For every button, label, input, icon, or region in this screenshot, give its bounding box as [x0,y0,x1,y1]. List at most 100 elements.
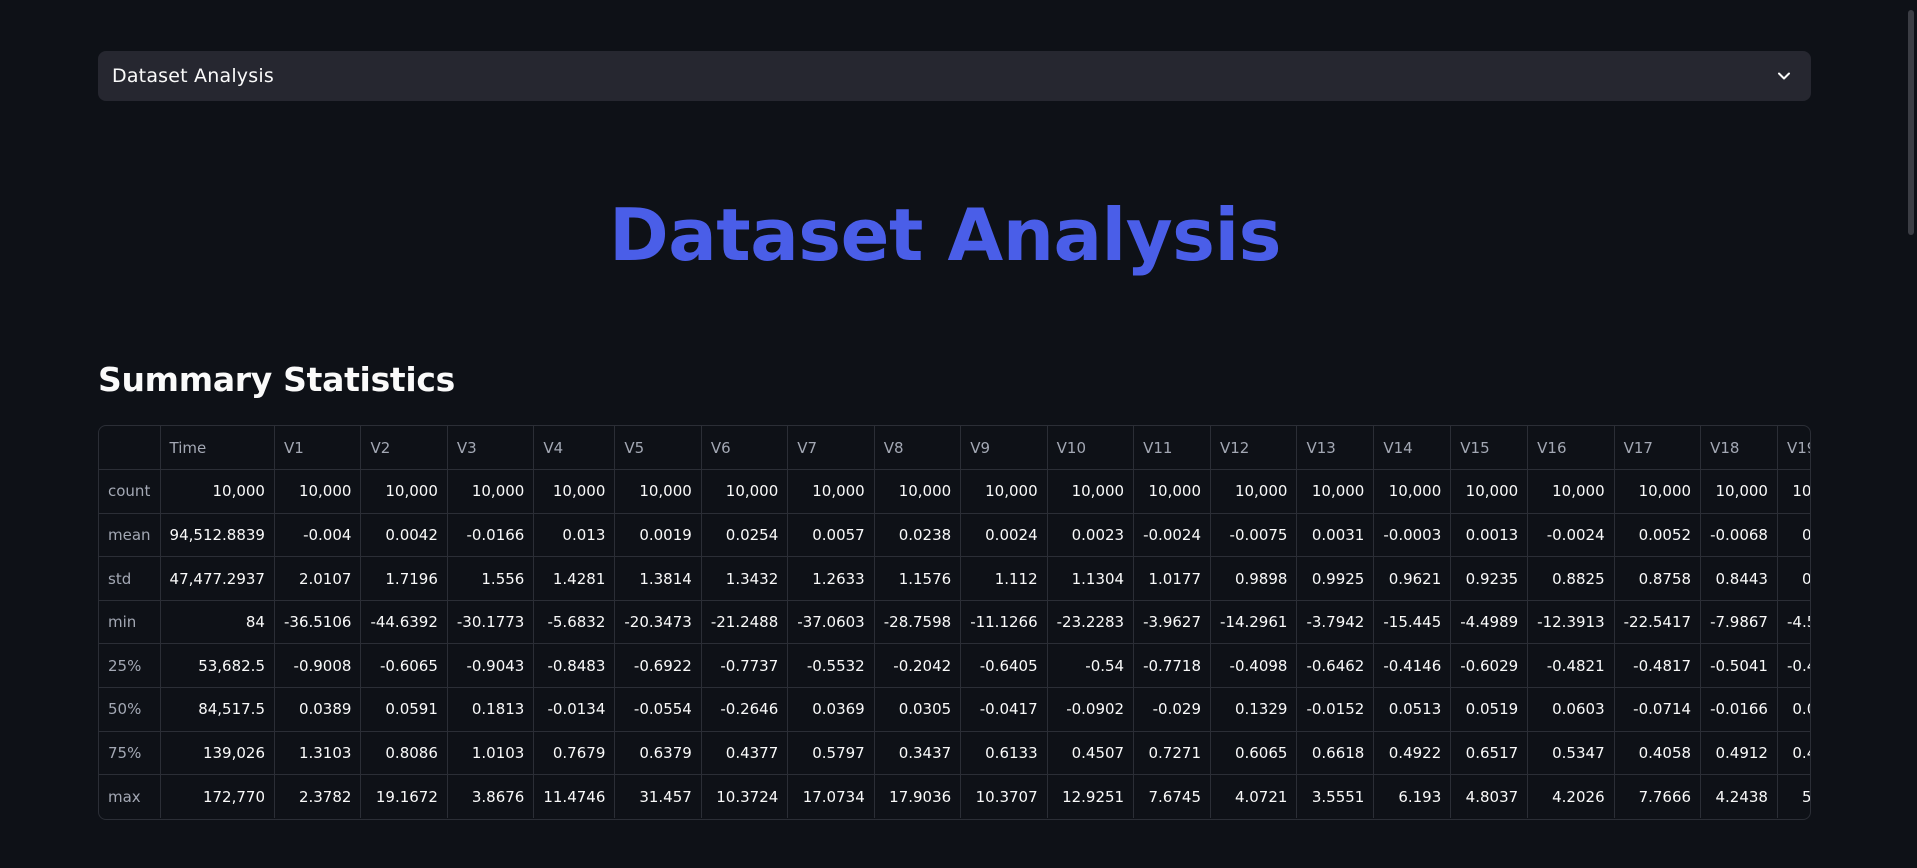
table-cell[interactable]: 0.0109 [1777,687,1810,732]
table-cell[interactable]: -0.4821 [1527,643,1615,689]
table-cell[interactable]: -0.7718 [1133,643,1211,689]
table-cell[interactable]: 0.9898 [1210,556,1298,601]
table-cell[interactable]: -0.0003 [1373,513,1452,558]
table-cell[interactable]: 10,000 [274,469,362,514]
table-cell[interactable]: 4.8037 [1450,774,1529,819]
column-header[interactable]: V5 [614,426,702,471]
table-cell[interactable]: 0.0031 [1296,513,1375,558]
table-cell[interactable]: -0.0166 [1700,687,1778,732]
table-cell[interactable]: -0.0902 [1047,687,1135,732]
column-header[interactable]: V17 [1614,426,1702,471]
table-cell[interactable]: -0.9008 [274,643,362,689]
table-cell[interactable]: 0.1329 [1210,687,1298,732]
table-cell[interactable]: 0.3437 [874,731,962,776]
table-cell[interactable]: 10,000 [360,469,448,514]
summary-statistics-table[interactable]: Time V1 V2 V3 V4 V5 V6 V7 V8 V9 V10 V11 V12 V13 V14 V15… [98,425,1811,820]
table-cell[interactable]: -0.9043 [447,643,535,689]
table-cell[interactable]: 1.0103 [447,731,535,776]
table-cell[interactable]: -0.54 [1047,643,1135,689]
table-cell[interactable]: 10,000 [447,469,535,514]
table-cell[interactable]: 10,000 [874,469,962,514]
table-cell[interactable]: 1.2633 [787,556,875,601]
table-cell[interactable]: -3.9627 [1133,600,1211,645]
table-cell[interactable]: 0.0389 [274,687,362,732]
table-cell[interactable]: 10,000 [1047,469,1135,514]
table-cell[interactable]: -0.6029 [1450,643,1529,689]
table-cell[interactable]: -0.5532 [787,643,875,689]
table-cell[interactable]: 17.9036 [874,774,962,819]
table-cell[interactable]: -15.445 [1373,600,1452,645]
table-cell[interactable]: 1.7196 [360,556,448,601]
table-cell[interactable]: -7.9867 [1700,600,1778,645]
table-cell[interactable]: 10,000 [701,469,789,514]
table-cell[interactable]: 94,512.8839 [160,513,275,558]
column-header[interactable]: V8 [874,426,962,471]
table-cell[interactable]: 0.8443 [1700,556,1778,601]
table-cell[interactable]: 10,000 [533,469,616,514]
table-cell[interactable]: -37.0603 [787,600,875,645]
table-cell[interactable]: 0.0513 [1373,687,1452,732]
column-header[interactable]: V16 [1527,426,1615,471]
table-cell[interactable]: 10,000 [1700,469,1778,514]
table-cell[interactable]: -0.6922 [614,643,702,689]
column-header[interactable]: V7 [787,426,875,471]
table-cell[interactable]: 0.0603 [1527,687,1615,732]
table-cell[interactable]: 10.3724 [701,774,789,819]
table-cell[interactable]: 0.0019 [614,513,702,558]
table-cell[interactable]: -0.8483 [533,643,616,689]
table-cell[interactable]: -0.7737 [701,643,789,689]
table-cell[interactable]: 0.6517 [1450,731,1529,776]
table-cell[interactable]: -0.4098 [1210,643,1298,689]
table-cell[interactable]: 10,000 [787,469,875,514]
table-cell[interactable]: 10,000 [1450,469,1529,514]
table-cell[interactable]: -0.0134 [533,687,616,732]
table-cell[interactable]: -0.0166 [447,513,535,558]
table-cell[interactable]: 0.4912 [1700,731,1778,776]
table-cell[interactable]: 7.6745 [1133,774,1211,819]
table-cell[interactable]: 1.112 [960,556,1048,601]
column-header[interactable]: V18 [1700,426,1778,471]
table-cell[interactable]: -0.0152 [1296,687,1375,732]
table-cell[interactable]: -30.1773 [447,600,535,645]
table-cell[interactable]: 0.0057 [787,513,875,558]
table-cell[interactable]: 10.3707 [960,774,1048,819]
table-cell[interactable]: 0.0042 [360,513,448,558]
table-cell[interactable]: 0.0519 [1450,687,1529,732]
column-header[interactable]: V2 [360,426,448,471]
table-cell[interactable]: 2.3782 [274,774,362,819]
table-cell[interactable]: -20.3473 [614,600,702,645]
column-header[interactable]: V13 [1296,426,1375,471]
table-cell[interactable]: 2.0107 [274,556,362,601]
table-cell[interactable]: 0.4507 [1047,731,1135,776]
table-cell[interactable]: 3.5551 [1296,774,1375,819]
table-cell[interactable]: 0.1813 [447,687,535,732]
table-cell[interactable]: -0.004 [274,513,362,558]
table-cell[interactable]: -21.2488 [701,600,789,645]
table-cell[interactable]: -0.4146 [1373,643,1452,689]
table-cell[interactable]: -0.029 [1133,687,1211,732]
table-cell[interactable]: 10,000 [1296,469,1375,514]
table-cell[interactable]: -36.5106 [274,600,362,645]
table-cell[interactable]: 10,000 [1373,469,1452,514]
table-cell[interactable]: 0.0013 [1450,513,1529,558]
table-cell[interactable]: -22.5417 [1614,600,1702,645]
table-cell[interactable]: 1.1304 [1047,556,1135,601]
table-cell[interactable]: 5.592 [1777,774,1810,819]
table-cell[interactable]: 1.556 [447,556,535,601]
table-cell[interactable]: -0.0024 [1133,513,1211,558]
table-cell[interactable]: 10,000 [160,469,275,514]
table-cell[interactable]: 1.3432 [701,556,789,601]
table-cell[interactable]: -0.4817 [1614,643,1702,689]
table-cell[interactable]: 1.4281 [533,556,616,601]
table-cell[interactable]: 139,026 [160,731,275,776]
table-cell[interactable]: -5.6832 [533,600,616,645]
table-cell[interactable]: 0.6379 [614,731,702,776]
table-cell[interactable]: 10,000 [1527,469,1615,514]
table-cell[interactable]: 0.0591 [360,687,448,732]
table-cell[interactable]: -0.0075 [1210,513,1298,558]
page-scrollbar[interactable] [1903,0,1917,868]
table-cell[interactable]: -23.2283 [1047,600,1135,645]
table-cell[interactable]: -4.4989 [1450,600,1529,645]
table-cell[interactable]: 0.6133 [960,731,1048,776]
table-cell[interactable]: 0.9925 [1296,556,1375,601]
